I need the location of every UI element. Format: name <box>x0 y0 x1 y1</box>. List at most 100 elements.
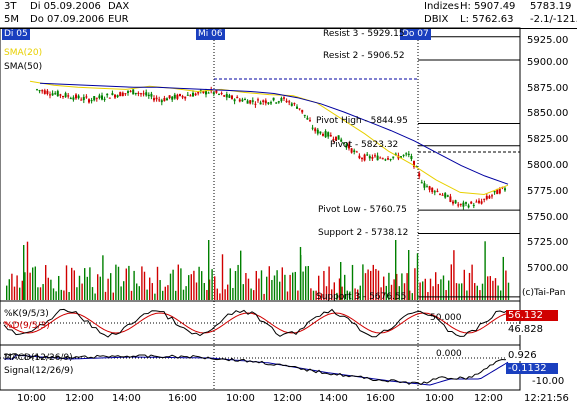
volume-bar <box>380 287 382 300</box>
volume-bar <box>341 286 343 300</box>
candle-body <box>228 95 231 98</box>
stoch-d-value: 46.828 <box>506 324 558 335</box>
candle-body <box>280 97 283 102</box>
candle-body <box>345 144 348 148</box>
candle-body <box>207 92 210 94</box>
candle-body <box>220 93 223 95</box>
volume-bar <box>182 289 185 300</box>
candle-body <box>348 144 350 149</box>
volume-bar <box>117 266 120 300</box>
volume-bar <box>307 265 309 300</box>
timeframe-label-1[interactable]: 3T <box>4 1 17 12</box>
candle-body <box>410 156 413 159</box>
volume-bar <box>273 275 276 300</box>
volume-bar <box>372 264 374 300</box>
volume-bar <box>359 285 361 300</box>
time-tick: 10:00 <box>425 393 454 404</box>
volume-bar <box>263 293 265 300</box>
macd-legend[interactable]: MACD(12/26/9) <box>4 353 73 363</box>
candle-body <box>392 156 395 158</box>
candle-body <box>465 202 467 204</box>
candle-body <box>361 158 363 160</box>
volume-bar <box>32 267 34 300</box>
candle-body <box>103 98 106 100</box>
candle-body <box>72 97 75 100</box>
candle-body <box>483 198 486 200</box>
volume-bar <box>224 289 226 300</box>
candle-body <box>106 93 109 96</box>
candle-body <box>290 103 293 106</box>
volume-bar <box>455 283 458 300</box>
candle-body <box>459 203 462 205</box>
volume-bar <box>468 272 471 300</box>
timeframe-label-2[interactable]: 5M <box>4 14 19 25</box>
volume-bar <box>47 277 49 300</box>
volume-bar <box>128 265 130 300</box>
volume-bar <box>422 281 424 300</box>
moving-averages <box>29 80 509 196</box>
candle-body <box>363 154 366 161</box>
volume-bar <box>112 292 114 300</box>
candle-body <box>394 153 397 155</box>
time-tick: 12:00 <box>65 393 94 404</box>
stoch-mid-label: 50.000 <box>430 313 462 323</box>
volume-bar <box>302 271 304 300</box>
candle-body <box>270 102 272 104</box>
volume-bar <box>42 284 44 300</box>
volume-bar <box>136 283 138 300</box>
candle-body <box>428 186 431 190</box>
volume-bar <box>458 283 460 300</box>
macd-zero-label: 0.000 <box>436 349 462 359</box>
price-tick: 5825.00 <box>527 134 569 145</box>
volume-bar <box>16 275 18 300</box>
volume-bar <box>383 276 385 300</box>
candle-body <box>485 195 488 200</box>
candle-body <box>275 102 278 104</box>
candle-body <box>267 102 270 104</box>
candle-body <box>38 90 41 92</box>
stoch-d-legend[interactable]: %D(9/5/3) <box>4 321 50 331</box>
volume-bar <box>175 290 177 300</box>
candle-body <box>215 90 218 93</box>
price-panel <box>0 27 521 302</box>
candle-body <box>186 94 189 96</box>
candle-body <box>197 91 200 94</box>
volume-bar <box>133 270 135 300</box>
candle-body <box>88 99 90 103</box>
sma50-legend[interactable]: SMA(50) <box>4 62 43 72</box>
candle-body <box>327 132 330 137</box>
candle-body <box>418 173 421 177</box>
sma20-legend[interactable]: SMA(20) <box>4 48 43 58</box>
stoch-k-legend[interactable]: %K(9/5/3) <box>4 309 49 319</box>
date-from: Di 05.09.2006 <box>30 1 101 12</box>
volume-bar <box>294 271 296 300</box>
volume-bar <box>247 278 250 300</box>
volume-bar <box>354 288 356 300</box>
volume-bar <box>466 290 468 300</box>
candle-body <box>496 189 499 195</box>
level-label-pivot-low: Pivot Low - 5760.75 <box>318 205 407 215</box>
candle-body <box>246 100 249 104</box>
volume-bars <box>6 240 510 300</box>
signal-legend[interactable]: Signal(12/26/9) <box>4 366 74 376</box>
volume-bar <box>505 270 507 300</box>
candle-body <box>181 96 184 98</box>
volume-bar <box>211 269 213 300</box>
candle-body <box>340 139 343 142</box>
volume-spike <box>395 240 397 300</box>
volume-bar <box>180 268 182 300</box>
volume-bar <box>507 282 510 300</box>
candle-body <box>158 99 161 101</box>
candle-body <box>43 90 46 94</box>
candle-body <box>134 92 137 94</box>
candle-body <box>431 187 434 192</box>
volume-bar <box>370 270 372 300</box>
candle-body <box>389 159 392 161</box>
candle-body <box>155 97 158 100</box>
volume-bar <box>336 292 338 300</box>
candle-body <box>342 142 345 144</box>
candle-body <box>179 93 181 96</box>
volume-bar <box>107 278 109 300</box>
volume-spike <box>408 250 410 300</box>
